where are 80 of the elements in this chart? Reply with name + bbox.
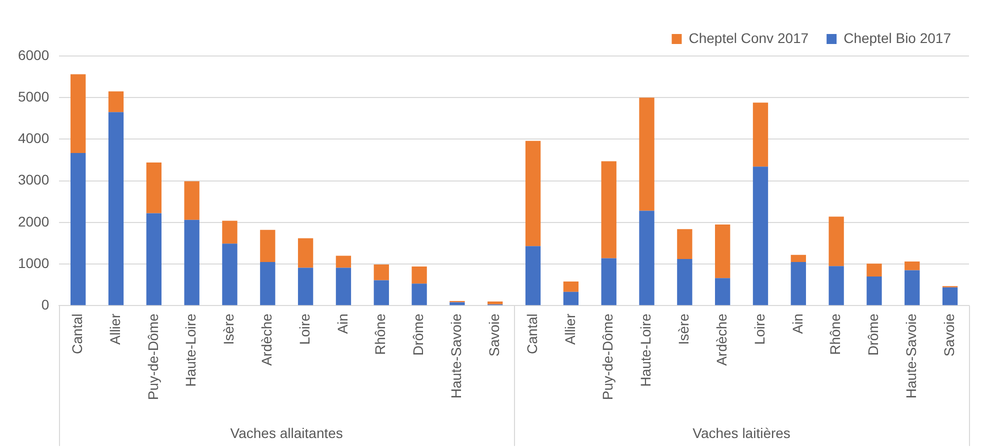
x-tick-label: Rhône (827, 313, 844, 355)
x-tick-label: Haute-Savoie (448, 313, 464, 398)
y-tick-label: 0 (41, 296, 50, 312)
x-tick-label: Allier (562, 313, 578, 345)
bar (298, 238, 314, 268)
bar (222, 220, 238, 244)
bar (488, 301, 503, 304)
text: Vaches allaitantes (230, 424, 343, 441)
bar (412, 284, 427, 306)
text: Vaches laitières (692, 424, 790, 441)
x-tick-label: Savoie (486, 313, 502, 356)
x-tick-label: Ain (334, 314, 350, 334)
y-tick-label: 1000 (18, 254, 50, 271)
bar (790, 254, 806, 262)
x-tick-label: Drôme (865, 313, 882, 356)
bar (260, 230, 276, 262)
y-tick-label: 5000 (18, 88, 50, 104)
x-tick-label: Ain (789, 314, 806, 334)
bar (639, 98, 654, 211)
bar (639, 210, 654, 306)
x-tick-label: Haute-Loire (182, 313, 199, 387)
bar (904, 270, 920, 306)
bar (563, 282, 579, 292)
bar (904, 262, 920, 270)
bar (336, 268, 352, 306)
bar (412, 266, 427, 284)
bar (108, 91, 124, 112)
x-tick-label: Puy-de-Dôme (144, 313, 161, 400)
x-tick-label: Rhône (372, 313, 388, 355)
bar (146, 162, 162, 214)
bar (450, 302, 465, 306)
y-tick-label: 6000 (18, 46, 50, 63)
x-tick-label: Drôme (410, 313, 426, 356)
bar (677, 259, 692, 306)
bar (828, 216, 844, 266)
bar (146, 213, 162, 306)
bar (336, 256, 352, 268)
x-tick-label: Ardèche (258, 313, 275, 366)
x-tick-label: Ardèche (713, 313, 730, 366)
bar (563, 292, 579, 306)
bar (677, 229, 692, 260)
bar (601, 161, 616, 258)
x-tick-label: Isère (220, 313, 237, 345)
bar (70, 152, 86, 306)
x-tick-label: Haute-Loire (638, 313, 654, 387)
x-tick-label: Loire (296, 313, 312, 345)
x-tick-label: Cantal (524, 314, 540, 354)
x-tick-label: Isère (676, 313, 692, 345)
bar (601, 258, 616, 306)
bar (374, 264, 389, 280)
bar (374, 280, 389, 306)
bar (752, 102, 768, 167)
x-tick-label: Allier (106, 313, 123, 345)
bar (715, 224, 730, 278)
bar (715, 278, 730, 306)
bar (525, 140, 541, 246)
y-tick-label: 4000 (18, 130, 50, 146)
x-tick-label: Haute-Savoie (902, 313, 919, 398)
x-tick-label: Puy-de-Dôme (600, 313, 616, 400)
bar (70, 74, 86, 153)
x-tick-label: Loire (751, 313, 768, 345)
bar (260, 262, 276, 306)
bar (298, 268, 314, 306)
bar (866, 276, 882, 306)
bar (866, 264, 882, 277)
legend-label: Cheptel Bio 2017 (844, 30, 952, 46)
legend-label: Cheptel Conv 2017 (688, 30, 809, 46)
x-tick-label: Cantal (68, 314, 85, 354)
bar (790, 262, 806, 306)
bar (222, 244, 238, 306)
bar (525, 246, 541, 306)
bar (184, 181, 200, 220)
bar (108, 112, 124, 306)
x-tick-label: Savoie (940, 313, 957, 356)
bar (942, 287, 958, 306)
bar (828, 266, 844, 306)
bar (184, 220, 200, 306)
y-tick-label: 3000 (18, 172, 50, 188)
bar (752, 166, 768, 306)
y-tick-label: 2000 (18, 213, 50, 230)
